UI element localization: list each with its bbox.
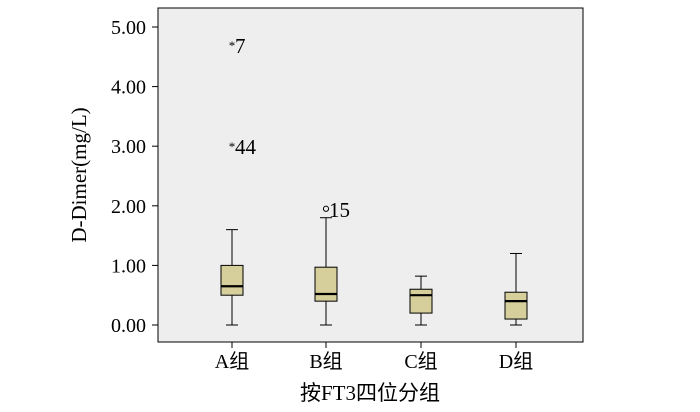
box-iqr: [409, 288, 433, 314]
y-tick-label: 0.00: [111, 315, 146, 337]
box-iqr: [220, 264, 244, 296]
outlier-label: 15: [329, 198, 350, 222]
y-tick-label: 3.00: [111, 136, 146, 158]
outlier-label: 7: [235, 34, 246, 58]
x-tick-label: B组: [309, 350, 342, 373]
boxes: [220, 217, 528, 326]
box-3: [409, 275, 433, 326]
y-axis-title: D-Dimer(mg/L): [67, 107, 91, 242]
box-4: [504, 252, 528, 326]
x-tick-label: D组: [499, 350, 533, 373]
outlier-circle-marker: [322, 205, 330, 212]
box-iqr: [314, 266, 338, 302]
outlier-label: 44: [235, 135, 257, 159]
y-tick-label: 4.00: [111, 77, 146, 99]
y-tick-label: 1.00: [111, 255, 146, 277]
outlier-star-marker: *: [229, 38, 236, 53]
x-tick-label: C组: [404, 350, 437, 373]
y-tick-label: 2.00: [111, 196, 146, 218]
box-2: [314, 217, 338, 326]
y-tick-label: 5.00: [111, 17, 146, 39]
box-iqr: [504, 291, 528, 320]
x-axis-title: 按FT3四位分组: [300, 381, 440, 405]
x-tick-label: A组: [215, 350, 249, 373]
x-axis: A组 B组 C组 D组: [215, 342, 533, 373]
y-axis: 0.00 1.00 2.00 3.00 4.00 5.00: [111, 17, 158, 337]
outlier-star-marker: *: [229, 139, 236, 154]
box-1: [220, 229, 244, 326]
